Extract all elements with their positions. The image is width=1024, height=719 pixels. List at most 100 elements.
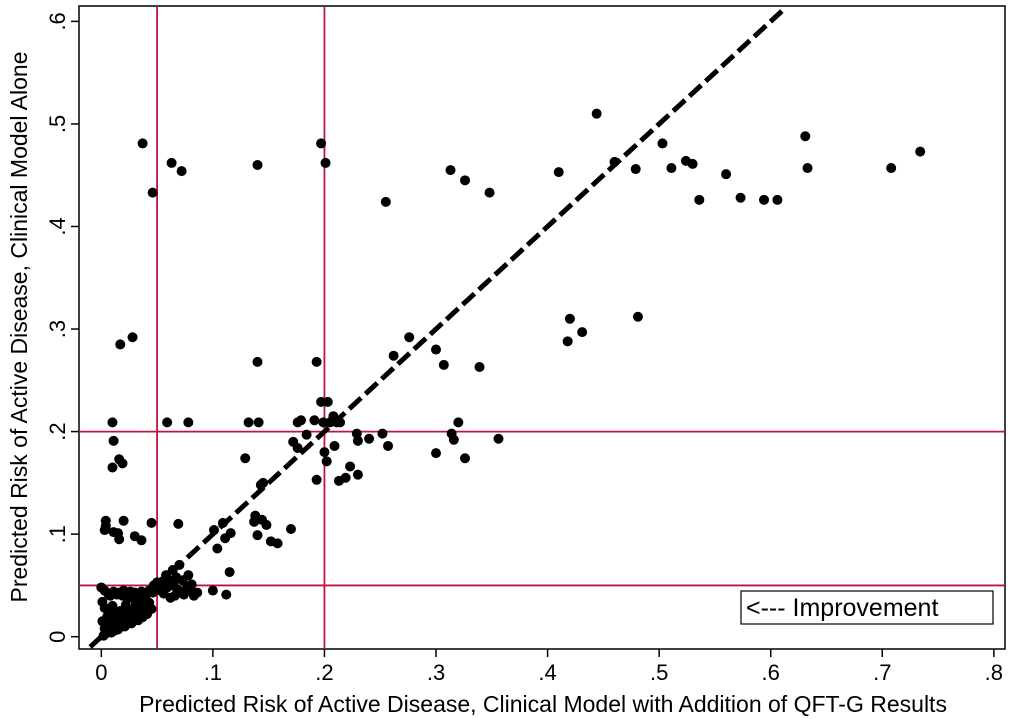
x-tick-label: .7 [873,660,891,685]
data-point [173,518,184,529]
data-point [217,517,228,528]
data-point [772,194,783,205]
data-point [162,417,173,428]
data-point [243,417,254,428]
data-point [253,417,264,428]
data-point [630,164,641,175]
data-point [147,187,158,198]
data-point [316,138,327,149]
data-point [328,411,339,422]
x-tick-label: .2 [315,660,333,685]
y-tick-label: .5 [45,115,70,133]
data-point [183,417,194,428]
reference-lines [79,6,1005,649]
data-point [140,594,151,605]
data-point [208,525,219,536]
data-point [383,440,394,451]
data-point [109,625,120,636]
data-point [127,332,138,343]
data-point [116,619,127,630]
data-point [125,607,136,618]
data-point [261,519,272,530]
data-point [107,600,118,611]
data-point [224,567,235,578]
data-point [252,356,263,367]
data-point [431,344,442,355]
data-point [136,535,147,546]
data-point [252,159,263,170]
data-point [657,138,668,149]
data-point [148,580,159,591]
annotation-text: <--- Improvement [746,594,938,622]
data-point [694,194,705,205]
data-point [107,462,118,473]
data-point [100,515,111,526]
data-point [438,359,449,370]
data-point [377,428,388,439]
data-point [146,517,157,528]
data-point [493,433,504,444]
data-point [666,163,677,174]
data-point [100,628,111,639]
data-point [352,435,363,446]
data-point [577,327,588,338]
data-point [562,336,573,347]
data-point [212,543,223,554]
y-tick-label: 0 [45,631,70,643]
x-axis-title: Predicted Risk of Active Disease, Clinic… [139,691,947,717]
data-point [258,477,269,488]
data-point [759,194,770,205]
data-point [388,350,399,361]
data-point [285,524,296,535]
annotation-box [740,590,994,625]
data-point [453,417,464,428]
data-point [107,417,118,428]
data-point [404,332,415,343]
y-tick-label: .1 [45,525,70,543]
data-point [321,456,332,467]
data-point [309,415,320,426]
data-point [329,440,340,451]
y-axis-title: Predicted Risk of Active Disease, Clinic… [6,52,32,603]
data-point [108,435,119,446]
data-point [687,158,698,169]
data-point [115,339,126,350]
data-point [292,442,303,453]
y-tick-label: .6 [45,12,70,30]
data-point [192,587,203,598]
data-point [340,472,351,483]
data-point [311,356,322,367]
data-point [591,108,602,119]
data-point [225,528,236,539]
data-point [886,163,897,174]
data-point [553,167,564,178]
data-point [186,579,197,590]
data-point [364,433,375,444]
data-point [484,187,495,198]
data-point [320,157,331,168]
data-point [163,575,174,586]
y-axis-ticks: 0 .1 .2 .3 .4 .5 .6 [45,12,79,643]
data-point [169,590,180,601]
data-point [296,415,307,426]
data-point [301,429,312,440]
data-point [319,447,330,458]
x-tick-label: .8 [985,660,1003,685]
identity-line [88,9,784,649]
data-point [240,453,251,464]
data-point [460,175,471,186]
data-point [221,589,232,600]
data-point [721,169,732,180]
y-tick-label: .2 [45,422,70,440]
data-point [564,313,575,324]
x-tick-label: .1 [204,660,222,685]
x-axis-ticks: 0 .1 .2 .3 .4 .5 .6 .7 .8 [95,649,1003,685]
x-tick-label: 0 [95,660,107,685]
data-point [431,448,442,459]
x-tick-label: .6 [762,660,780,685]
data-point [176,166,187,177]
data-point [249,516,260,527]
data-point [322,396,333,407]
x-tick-label: .3 [427,660,445,685]
